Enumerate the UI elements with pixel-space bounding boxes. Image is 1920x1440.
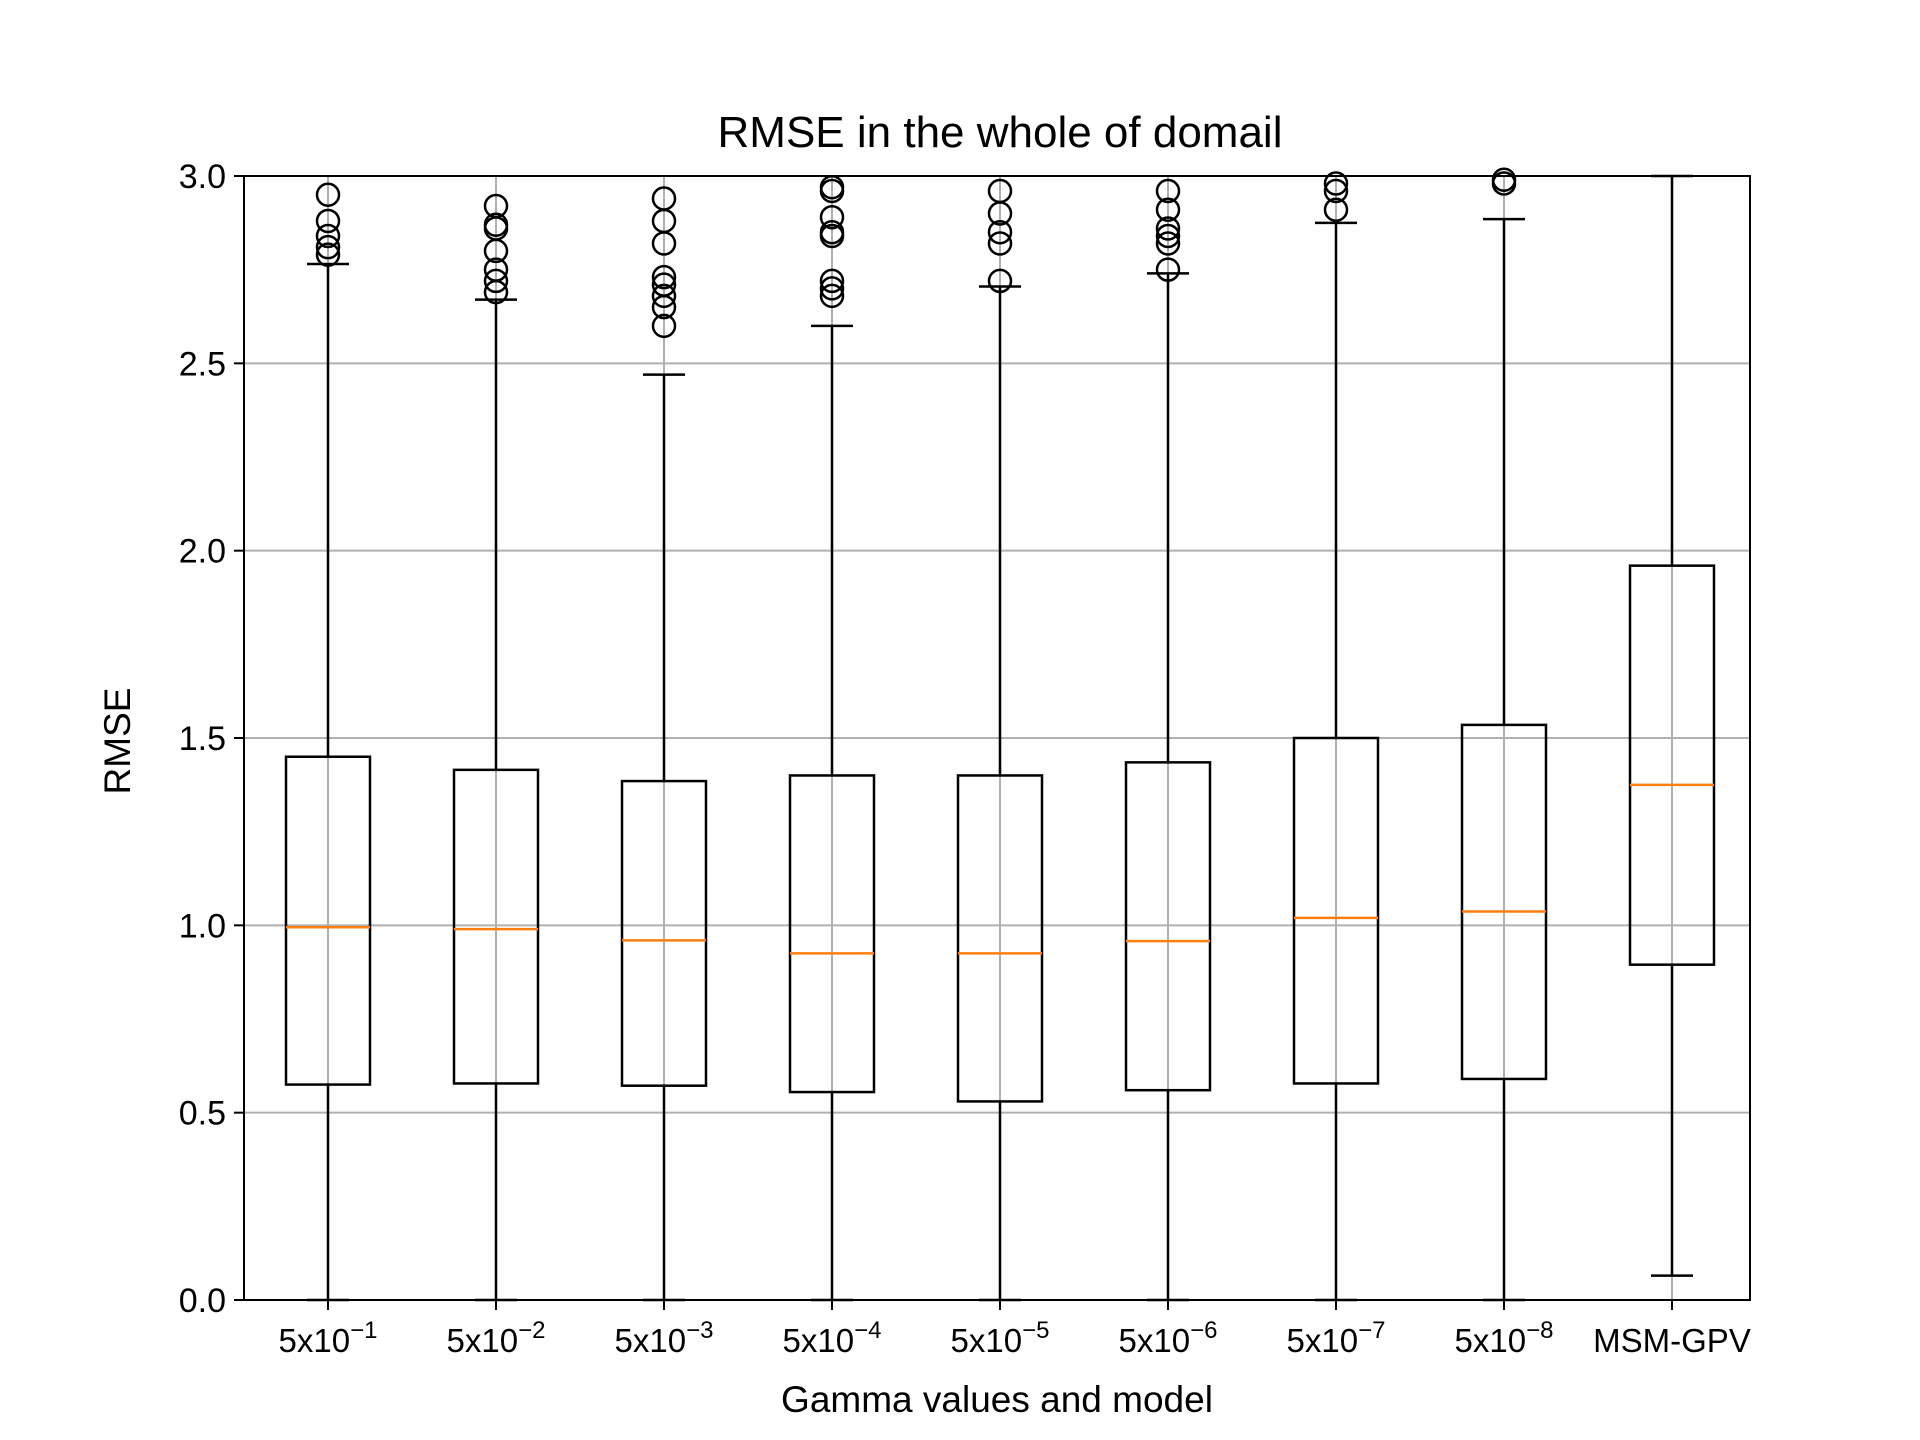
outlier-point	[651, 283, 677, 309]
x-tick-label-base: 5x10	[1455, 1322, 1527, 1359]
outlier-point	[819, 283, 845, 309]
x-tick-label: 5x10−6	[1119, 1317, 1218, 1359]
box-group	[956, 178, 1044, 1302]
x-tick-label-exponent: −5	[1022, 1317, 1049, 1344]
outlier-point	[315, 208, 341, 234]
box-group	[452, 193, 540, 1302]
outlier-point	[987, 231, 1013, 256]
outlier-point	[1323, 178, 1349, 204]
x-tick-label: 5x10−4	[783, 1317, 882, 1359]
outlier-point	[483, 212, 509, 237]
iqr-box	[956, 774, 1044, 1103]
x-tick-label-base: 5x10	[1287, 1322, 1359, 1359]
x-tick-label-exponent: −4	[854, 1317, 881, 1344]
outlier-point	[315, 234, 341, 260]
y-tick-label: 0.0	[179, 1282, 226, 1320]
iqr-box	[1628, 564, 1716, 966]
x-tick-label-base: MSM-GPV	[1593, 1322, 1751, 1359]
outlier-point	[483, 268, 509, 294]
iqr-box	[1460, 723, 1548, 1081]
x-tick-label-exponent: −2	[518, 1317, 545, 1344]
outlier-point	[819, 276, 845, 301]
outlier-point	[819, 219, 845, 245]
outlier-point	[1155, 178, 1181, 204]
x-tick-label-base: 5x10	[783, 1322, 855, 1359]
outlier-point	[315, 182, 341, 207]
x-tick-label-exponent: −3	[686, 1317, 713, 1344]
box-group	[788, 174, 876, 1302]
x-tick-label: 5x10−5	[951, 1317, 1050, 1359]
x-tick-label-exponent: −7	[1358, 1317, 1385, 1344]
outlier-point	[315, 242, 341, 267]
outlier-point	[1323, 197, 1349, 222]
outlier-point	[819, 268, 845, 294]
outlier-point	[1155, 223, 1181, 249]
outlier-point	[987, 219, 1013, 245]
outlier-point	[1323, 171, 1349, 196]
outlier-point	[483, 257, 509, 282]
y-tick-label: 1.0	[179, 907, 226, 945]
x-tick-label: 5x10−1	[279, 1317, 378, 1359]
iqr-box	[788, 774, 876, 1094]
x-tick-label-base: 5x10	[1119, 1322, 1191, 1359]
x-tick-label-base: 5x10	[615, 1322, 687, 1359]
outlier-point	[651, 313, 677, 339]
outlier-point	[483, 193, 509, 219]
x-tick-label-exponent: −1	[350, 1317, 377, 1344]
outlier-point	[1155, 197, 1181, 222]
y-axis-label: RMSE	[97, 688, 138, 795]
y-tick-label: 2.5	[179, 345, 226, 383]
outlier-point	[1491, 167, 1517, 192]
y-tick-label: 2.0	[179, 533, 226, 571]
iqr-box	[1292, 736, 1380, 1085]
box-group	[284, 182, 372, 1302]
x-tick-label: MSM-GPV	[1593, 1322, 1751, 1359]
iqr-box	[1124, 761, 1212, 1092]
x-tick-label-base: 5x10	[951, 1322, 1023, 1359]
outlier-point	[651, 272, 677, 297]
outlier-point	[1155, 231, 1181, 256]
outlier-point	[1155, 257, 1181, 282]
x-tick-label-base: 5x10	[279, 1322, 351, 1359]
y-tick-label: 3.0	[179, 158, 226, 196]
outlier-point	[651, 186, 677, 211]
outlier-point	[1155, 216, 1181, 241]
outlier-point	[315, 223, 341, 249]
x-axis-label: Gamma values and model	[781, 1379, 1213, 1420]
outlier-point	[651, 264, 677, 290]
x-tick-label: 5x10−7	[1287, 1317, 1386, 1359]
box-group	[1124, 178, 1212, 1302]
x-tick-label: 5x10−2	[447, 1317, 546, 1359]
x-tick-label-exponent: −6	[1190, 1317, 1217, 1344]
x-tick-label-exponent: −8	[1526, 1317, 1553, 1344]
x-tick-label-base: 5x10	[447, 1322, 519, 1359]
outlier-point	[987, 268, 1013, 294]
chart-title: RMSE in the whole of domail	[718, 108, 1283, 157]
iqr-box	[452, 768, 540, 1085]
x-tick-label: 5x10−8	[1455, 1317, 1554, 1359]
y-tick-label: 1.5	[179, 720, 226, 758]
x-tick-label: 5x10−3	[615, 1317, 714, 1359]
iqr-box	[284, 755, 372, 1086]
outlier-point	[819, 204, 845, 230]
outlier-point	[987, 178, 1013, 204]
iqr-box	[620, 779, 708, 1087]
y-tick-label: 0.5	[179, 1095, 226, 1133]
